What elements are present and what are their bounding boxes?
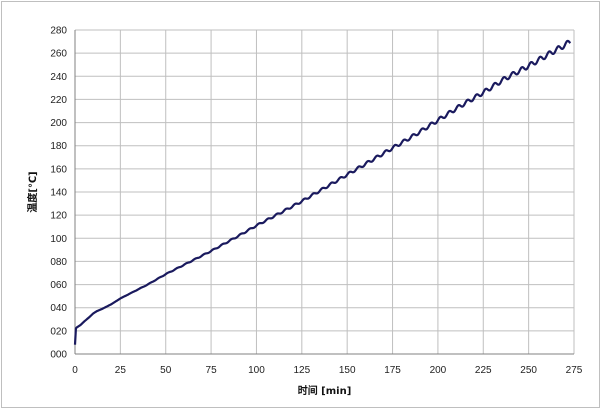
x-tick-label: 75	[206, 365, 218, 376]
y-tick-label: 000	[50, 350, 67, 361]
temperature-series-line	[73, 39, 572, 345]
y-tick-label: 220	[50, 95, 67, 106]
x-tick-label: 125	[293, 365, 310, 376]
x-tick-label: 100	[248, 365, 265, 376]
y-tick-label: 200	[50, 118, 67, 129]
x-tick-label: 250	[520, 365, 537, 376]
y-tick-label: 140	[50, 188, 67, 199]
x-axis-ticks: 0 25 50 75 100 125 150 175 200 225 250 275	[72, 365, 583, 376]
y-tick-label: 080	[50, 257, 67, 268]
y-tick-label: 160	[50, 164, 67, 175]
x-tick-label: 0	[72, 365, 78, 376]
x-tick-label: 275	[566, 365, 583, 376]
y-tick-label: 120	[50, 211, 67, 222]
y-tick-label: 040	[50, 303, 67, 314]
y-tick-label: 100	[50, 234, 67, 245]
x-tick-label: 225	[475, 365, 492, 376]
x-axis-title: 时间 [min]	[298, 384, 352, 397]
x-tick-label: 200	[430, 365, 447, 376]
x-tick-label: 50	[160, 365, 172, 376]
x-tick-label: 175	[384, 365, 401, 376]
y-tick-label: 180	[50, 141, 67, 152]
y-tick-label: 020	[50, 326, 67, 337]
x-tick-label: 150	[339, 365, 356, 376]
y-axis-ticks: 000 020 040 060 080 100 120 140 160 180 200 220 240 2…	[50, 26, 67, 361]
series-group	[73, 39, 572, 345]
gridlines	[74, 29, 575, 355]
y-tick-label: 280	[50, 26, 67, 37]
y-tick-label: 060	[50, 280, 67, 291]
y-tick-label: 260	[50, 49, 67, 60]
y-axis-title: 温度[℃]	[26, 171, 39, 212]
y-tick-label: 240	[50, 72, 67, 83]
x-tick-label: 25	[115, 365, 127, 376]
